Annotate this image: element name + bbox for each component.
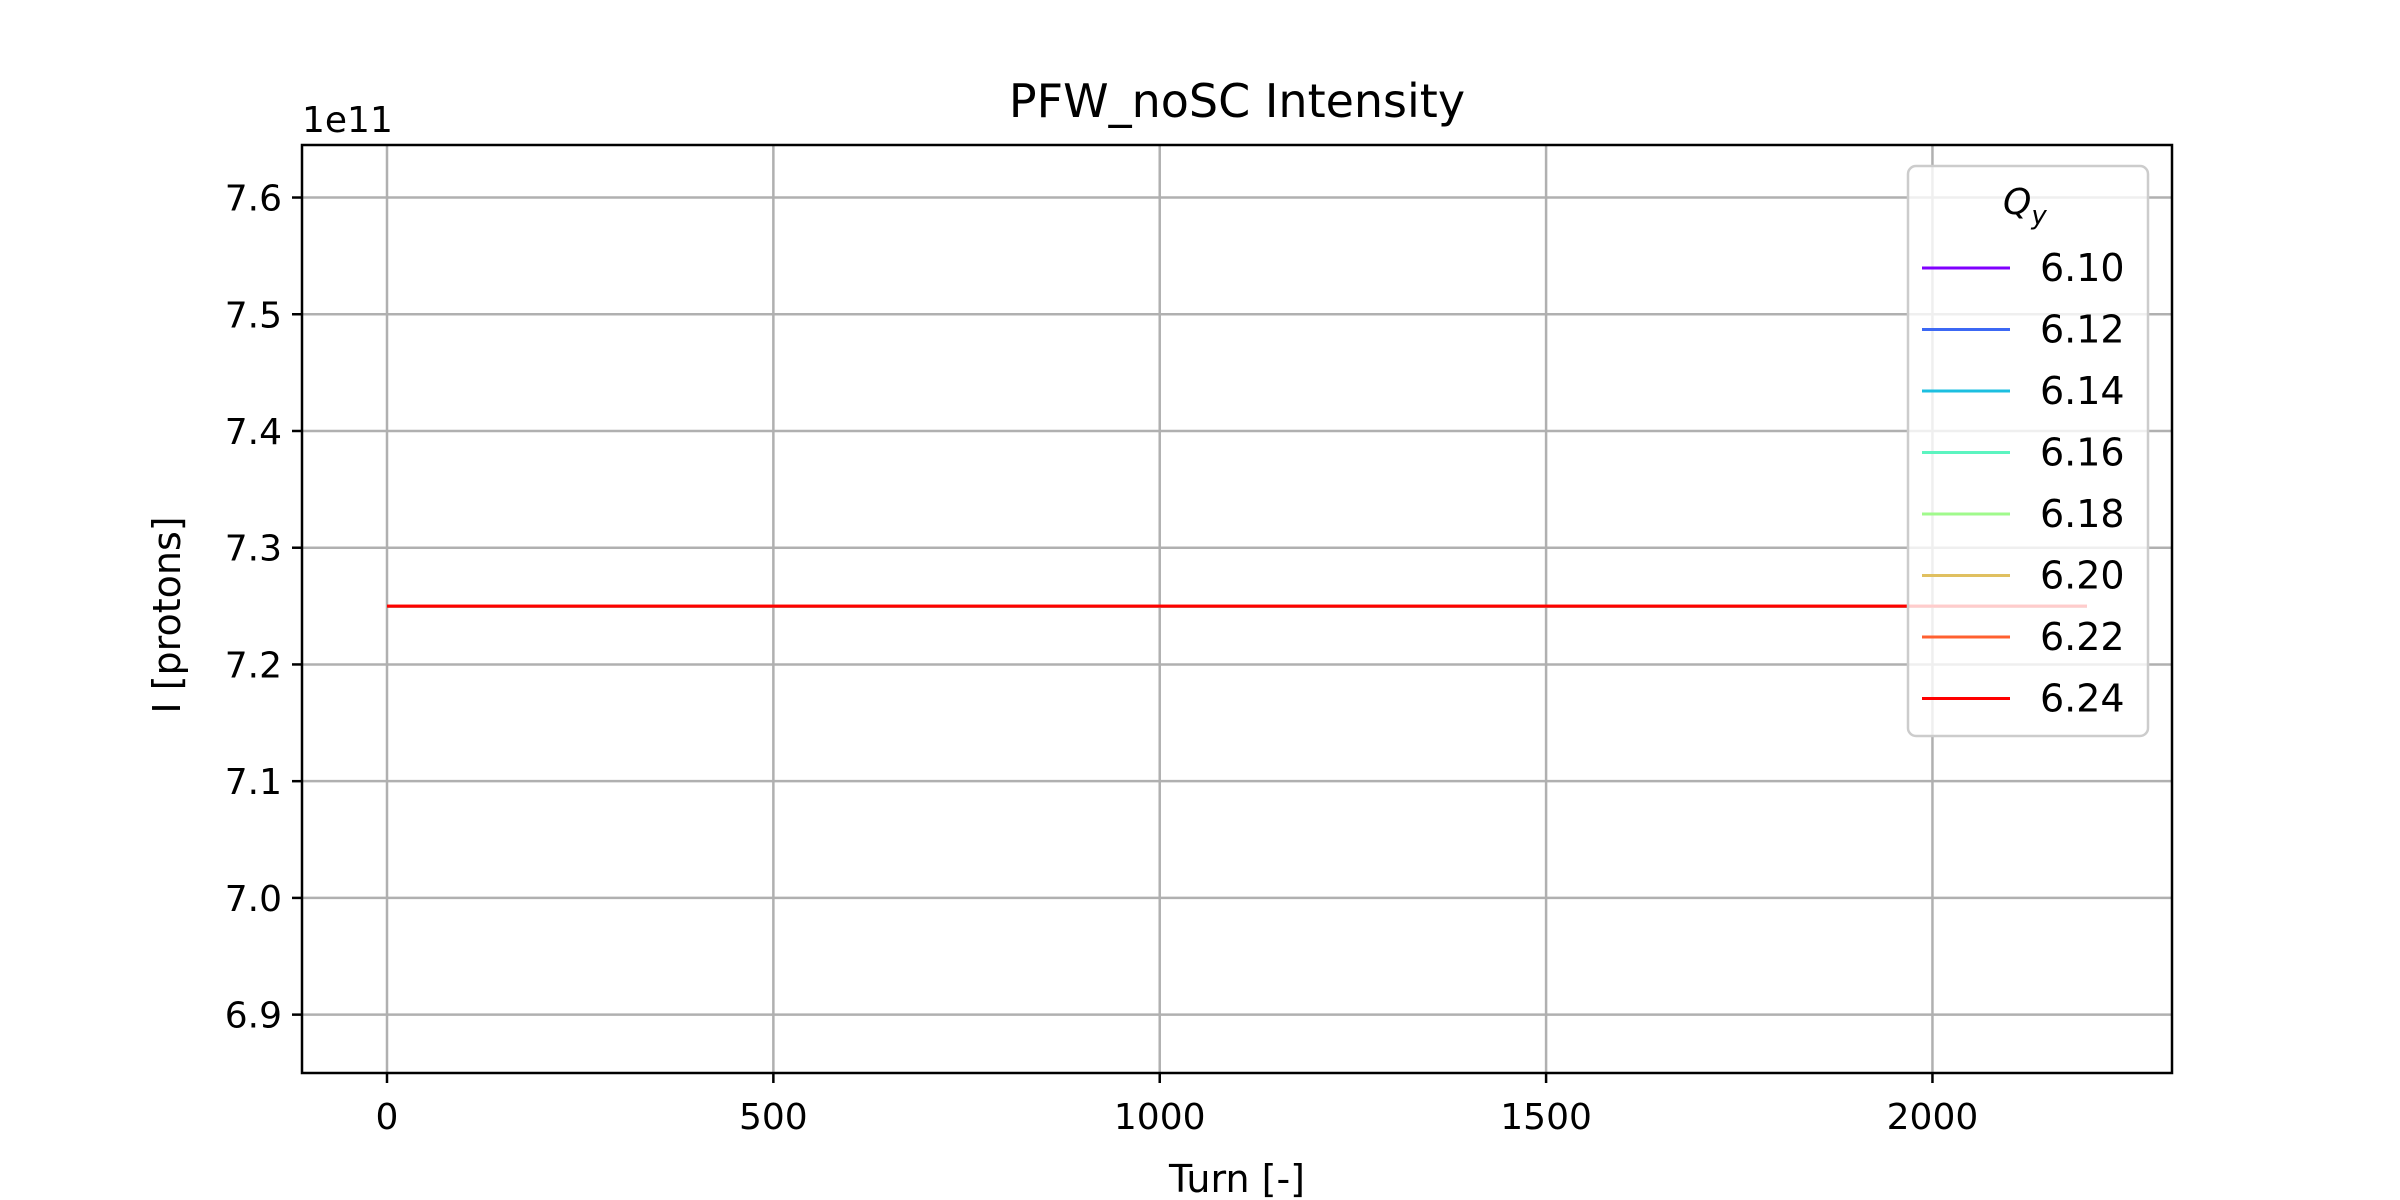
axis-ticks: 0 500 1000 1500 2000 6.9 7.0 7.1 7.2 7.3 7.4 7.5 7.6: [225, 179, 1979, 1138]
legend-label: 6.10: [2040, 246, 2125, 290]
legend-label: 6.18: [2040, 492, 2125, 536]
y-tick-label: 7.4: [225, 412, 282, 453]
legend: Qy 6.10 6.12 6.14 6.16 6.18 6.20 6.22 6.24: [1906, 164, 2150, 738]
plot-frame: [300, 143, 2174, 1075]
x-tick-label: 0: [376, 1097, 399, 1138]
x-tick-label: 2000: [1887, 1097, 1979, 1138]
legend-box: [1906, 164, 2150, 738]
legend-entries: 6.10 6.12 6.14 6.16 6.18 6.20 6.22 6.24: [1922, 246, 2125, 721]
legend-label: 6.22: [2040, 615, 2125, 659]
x-axis-label: Turn [-]: [1168, 1157, 1305, 1200]
legend-label: 6.12: [2040, 308, 2125, 352]
x-tick-label: 1500: [1500, 1097, 1592, 1138]
y-tick-label: 7.6: [225, 179, 282, 220]
legend-title-subscript: y: [2030, 201, 2047, 231]
y-axis-label: I [protons]: [145, 516, 189, 713]
legend-label: 6.20: [2040, 554, 2125, 598]
legend-label: 6.16: [2040, 431, 2125, 475]
chart-title: PFW_noSC Intensity: [1009, 74, 1465, 128]
x-tick-label: 500: [739, 1097, 808, 1138]
y-axis-offset-label: 1e11: [302, 100, 393, 141]
legend-label: 6.14: [2040, 369, 2125, 413]
y-tick-label: 7.0: [225, 879, 282, 920]
y-tick-label: 7.1: [225, 762, 282, 803]
y-tick-label: 6.9: [225, 996, 282, 1037]
grid: [302, 145, 2172, 1073]
y-tick-label: 7.2: [225, 645, 282, 686]
y-tick-label: 7.3: [225, 529, 282, 570]
legend-label: 6.24: [2040, 677, 2125, 721]
legend-title-main: Q: [2003, 182, 2031, 223]
x-tick-label: 1000: [1114, 1097, 1206, 1138]
y-tick-label: 7.5: [225, 295, 282, 336]
legend-title: Qy: [2003, 182, 2047, 231]
